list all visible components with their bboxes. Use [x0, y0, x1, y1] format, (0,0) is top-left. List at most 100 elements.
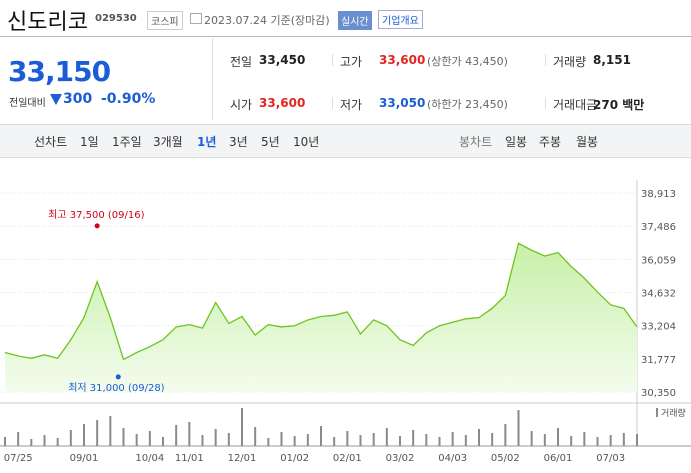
y-tick-label: 31,777 [641, 355, 676, 366]
x-tick-label: 05/02 [491, 453, 520, 464]
stat-value: 33,050 [379, 96, 426, 110]
volume-bar [83, 424, 85, 446]
period-tab[interactable]: 1일 [80, 135, 99, 149]
stat-sep [545, 97, 546, 109]
stat-label: 거래대금 [553, 98, 598, 112]
change-pct: -0.90% [101, 91, 156, 107]
stat-label: 거래량 [553, 55, 587, 69]
period-tab[interactable]: 3개월 [153, 135, 183, 149]
candle-tab[interactable]: 주봉 [539, 135, 562, 149]
stat-value: 8,151 [593, 53, 631, 67]
stat-label: 시가 [230, 98, 253, 112]
period-tab[interactable]: 10년 [293, 135, 320, 149]
volume-bar [241, 408, 243, 446]
volume-bar [491, 433, 494, 446]
volume-bar [583, 432, 586, 446]
volume-bar [517, 410, 520, 446]
x-tick-label: 04/03 [438, 453, 467, 464]
overview-button[interactable]: 기업개요 [378, 10, 423, 29]
annotation: 최고 37,500 (09/16) [48, 209, 144, 221]
annotation-dot [115, 374, 121, 380]
price: 33,150 [8, 55, 111, 88]
volume-bar [346, 431, 349, 446]
x-tick-label: 09/01 [70, 453, 99, 464]
annotation: 최저 31,000 (09/28) [68, 382, 164, 394]
x-tick-label: 07/03 [596, 453, 625, 464]
volume-bar [478, 429, 480, 446]
volume-bar [504, 424, 507, 446]
volume-bar [609, 435, 612, 446]
volume-bar [622, 433, 625, 446]
change-label: 전일대비 [9, 98, 46, 109]
stat-value: 33,600 [259, 96, 306, 110]
period-tab[interactable]: 1년 [197, 135, 217, 149]
calendar-icon [190, 13, 202, 24]
volume-bar [543, 434, 546, 446]
area [5, 243, 637, 392]
period-bar [0, 124, 691, 158]
y-tick-label: 36,059 [641, 255, 676, 266]
volume-bar [399, 436, 401, 446]
x-tick-label: 06/01 [544, 453, 573, 464]
y-tick-label: 38,913 [641, 189, 676, 200]
stat-sep [545, 54, 546, 66]
annotation-dot [94, 223, 100, 229]
volume-bar [214, 429, 217, 446]
x-tick-label: 12/01 [228, 453, 257, 464]
volume-bar [17, 432, 20, 446]
volume-bar [530, 431, 533, 446]
volume-bar [254, 427, 257, 446]
volume-bar [320, 426, 322, 446]
volume-bar [372, 433, 375, 446]
period-tab[interactable]: 3년 [229, 135, 248, 149]
volume-bar [280, 432, 283, 446]
volume-bar [425, 434, 428, 446]
stat-sep [332, 54, 333, 66]
stat-label: 전일 [230, 55, 253, 69]
volume-bar [438, 437, 441, 446]
stat-value: 33,600 [379, 53, 426, 67]
volume-bar [267, 438, 270, 446]
stock-name: 신도리코 [7, 10, 88, 35]
volume-bar [4, 437, 6, 446]
volume-bar [333, 437, 336, 446]
change: 300 [63, 91, 93, 107]
volume-bar [188, 422, 191, 446]
stat-note: (하한가 23,450) [427, 98, 508, 111]
date: 2023.07.24 기준(장마감) [204, 14, 330, 27]
realtime-badge[interactable]: 실시간 [338, 11, 372, 30]
volume-icon [656, 408, 658, 417]
period-tab[interactable]: 1주일 [112, 135, 142, 149]
volume-bar [69, 430, 72, 446]
down-arrow [50, 94, 62, 105]
y-tick-label: 30,350 [641, 388, 676, 399]
volume-bar [464, 435, 467, 446]
stat-value: 270 백만 [593, 98, 645, 112]
volume-bar [122, 428, 125, 446]
y-tick-label: 37,486 [641, 222, 676, 233]
stat-label: 고가 [340, 55, 363, 69]
volume-bar [293, 436, 296, 446]
stat-label: 저가 [340, 98, 363, 112]
volume-bar [30, 439, 33, 446]
stat-note: (상한가 43,450) [427, 55, 508, 68]
volume-bar [385, 428, 388, 446]
volume-bar [412, 430, 415, 446]
stat-value: 33,450 [259, 53, 306, 67]
volume-bar [135, 434, 138, 446]
candle-tab[interactable]: 월봉 [576, 135, 599, 149]
volume-bar [227, 433, 230, 446]
volume-bar [148, 431, 151, 446]
period-tab[interactable]: 5년 [261, 135, 280, 149]
period-type: 선차트 [34, 135, 68, 149]
volume-bar [96, 420, 99, 446]
x-tick-label: 07/25 [4, 453, 33, 464]
candle-tab[interactable]: 일봉 [505, 135, 528, 149]
volume-bar [570, 436, 573, 446]
y-tick-label: 33,204 [641, 322, 676, 333]
stat-sep [332, 97, 333, 109]
volume-bar [175, 425, 178, 446]
volume-bar [162, 437, 164, 446]
